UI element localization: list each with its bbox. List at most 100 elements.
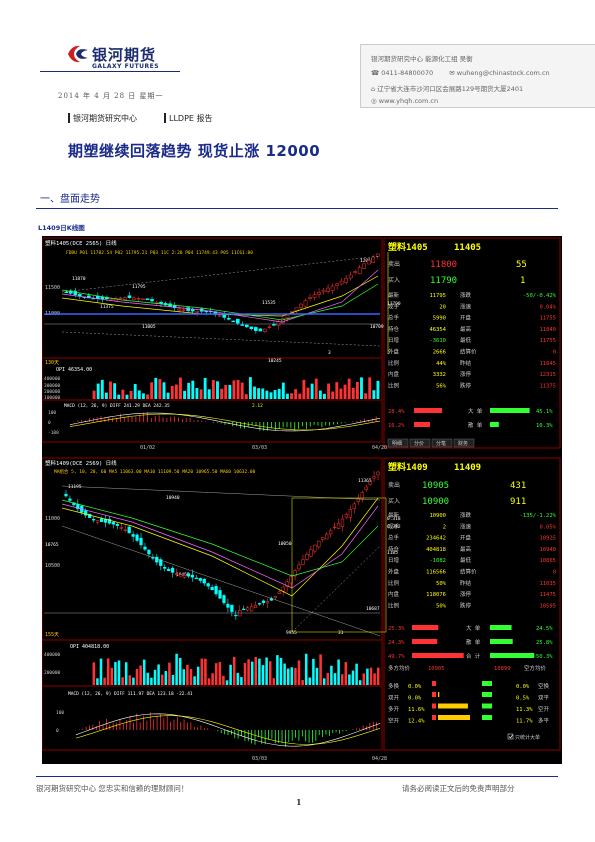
top-quote-row-label: 日增 [388,336,399,344]
bottom-volume-bar [189,668,193,685]
bottom-avg-right-label: 空方均价 [524,664,547,672]
flow-bar [482,715,492,720]
bottom-quote-row-label: 昨结 [460,579,472,587]
top-quote-row-label: 现手 [388,302,400,310]
bottom-candle [119,527,123,529]
bottom-vol-tick: 200000 [44,670,61,676]
bottom-volume-bar [236,672,240,685]
logo-underline [40,71,180,72]
bottom-vol-tick: 400000 [44,652,61,658]
bottom-volume-bar [272,678,276,685]
top-candle [258,328,263,332]
bottom-candle [376,471,380,476]
bottom-volume-bar [211,673,214,685]
top-volume-bar [281,382,285,399]
bottom-volume-bar [150,677,153,685]
order-bar-buy [412,625,439,630]
flow-value: 11.6% [408,707,425,713]
top-volume-bar [195,388,199,399]
top-x-tick: 01/02 [140,445,155,451]
bottom-volume-bar [366,668,369,685]
trading-screen-svg: 塑料1405(DCE 2565) 日线 FDBU P01 11782.54 P0… [41,237,561,762]
top-quote-row-value: 56% [436,383,447,389]
bottom-candle [261,600,266,603]
bottom-bar2-left: 24.3% [388,640,405,646]
bottom-candle [340,518,345,527]
bottom-candle [309,549,313,557]
top-candle [141,298,145,300]
top-candle [303,300,308,307]
top-candle [77,294,82,297]
bottom-label-low: 9955 [286,630,297,636]
bottom-sell-label: 卖出 [388,481,400,489]
bottom-label: 0.382 [387,524,401,530]
top-candle [186,307,190,311]
flow-bar [432,692,436,697]
top-candle [366,260,371,265]
report-title: 期塑继续回落趋势 现货止涨 12000 [68,142,321,160]
checkmark-icon [508,734,513,739]
stats-checkbox-label: 只统计大单 [515,734,540,741]
bottom-bar1-left: 25.3% [388,626,405,632]
bottom-label: 0.318 [387,516,401,522]
top-quote-row-value: 20 [439,304,446,310]
bottom-volume-bar [157,664,160,685]
contact-address-row: ⌂ 辽宁省大连市沙河口区会展路129号期货大厦2401 [371,83,523,93]
top-volume-bar [166,392,170,399]
bottom-quote-row-value: 10865 [539,558,556,564]
bottom-candle [242,608,246,611]
top-volume-bar [372,390,376,399]
top-volume-bar [327,383,331,399]
bottom-trend-line [291,545,381,633]
top-candle [254,327,258,331]
order-bar-sell [490,639,513,644]
top-candle [177,308,181,311]
top-candle [321,289,326,293]
bottom-volume-bar [369,667,373,685]
bottom-label: 11195 [68,484,82,490]
top-buy-label: 买入 [388,276,400,284]
top-candle [127,295,132,298]
top-macd-dea-line [69,413,381,431]
top-candle [317,292,321,295]
top-volume-bar [228,384,232,399]
top-label-low: 10245 [268,358,282,364]
order-bar-sell [490,653,535,658]
flow-value: 11.3% [516,707,533,713]
bottom-volume-bar [92,662,96,685]
bottom-volume-bar [333,673,337,685]
bottom-volume-bar [175,653,178,685]
bottom-volume-bar [171,674,175,685]
top-volume-bar [248,377,252,399]
bottom-ma-row: MA组合 5, 10, 20, 60 MA5 11063.00 MA10 111… [54,468,256,475]
bottom-candle [222,595,226,604]
top-volume-bar [211,380,215,399]
bottom-y-tick: 11000 [45,516,60,522]
bottom-label: 10687 [366,606,380,612]
bottom-volume-bar [308,677,312,685]
top-volume-bar [376,380,380,399]
top-bar1-mid: 大 单 [468,407,483,415]
contact-web[interactable]: www.yhqh.com.cn [378,97,439,105]
top-macd-value: 2.12 [252,403,263,409]
bottom-candle [186,573,191,577]
quote-tab [409,438,431,448]
bottom-candle [332,526,337,529]
bottom-volume-bar [283,663,286,685]
bottom-candle [182,575,187,578]
bottom-quote-row-label: 总手 [388,534,400,542]
flow-value: 0.0% [516,684,530,690]
flow-label: 双平 [538,695,550,702]
bottom-candle [293,570,297,577]
bottom-candle [277,591,281,594]
bottom-quote-row-label: 最低 [460,556,472,564]
top-quote-row-value: 12315 [539,372,556,378]
bottom-volume-bar [279,657,283,685]
top-label: 11870 [72,276,86,282]
bottom-candle [91,519,96,521]
bottom-candle [155,556,159,563]
stats-checkbox[interactable] [507,733,514,740]
bottom-volume-bar [117,660,121,685]
bottom-volume-bar [254,657,258,685]
top-ma-row: FDBU P01 11782.54 P02 11795.21 P03 11C 2… [66,250,253,256]
